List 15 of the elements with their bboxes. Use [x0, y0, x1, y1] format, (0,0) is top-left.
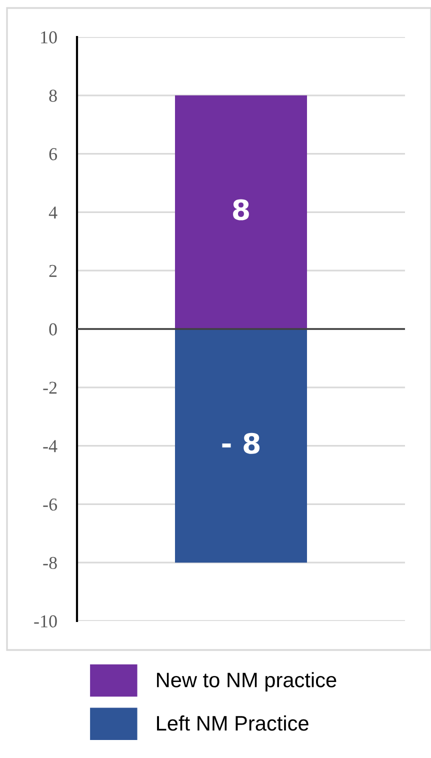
data-label: - 8	[222, 432, 260, 454]
legend-label: New to NM practice	[157, 672, 336, 692]
y-tick-label: -6	[43, 498, 58, 511]
legend-label: Left NM Practice	[157, 715, 308, 731]
y-tick-label: -10	[34, 615, 57, 628]
y-tick-label: 4	[48, 206, 58, 218]
y-tick-label: 10	[41, 31, 57, 44]
y-tick-label: 8	[49, 90, 57, 102]
y-tick-label: -8	[43, 556, 57, 570]
y-tick-label: 0	[49, 323, 57, 336]
y-tick-label: -2	[43, 382, 57, 394]
y-tick-label: 6	[49, 148, 58, 160]
data-label: 8	[233, 199, 249, 220]
y-tick-label: 2	[49, 264, 57, 277]
y-tick-label: -4	[43, 440, 58, 452]
